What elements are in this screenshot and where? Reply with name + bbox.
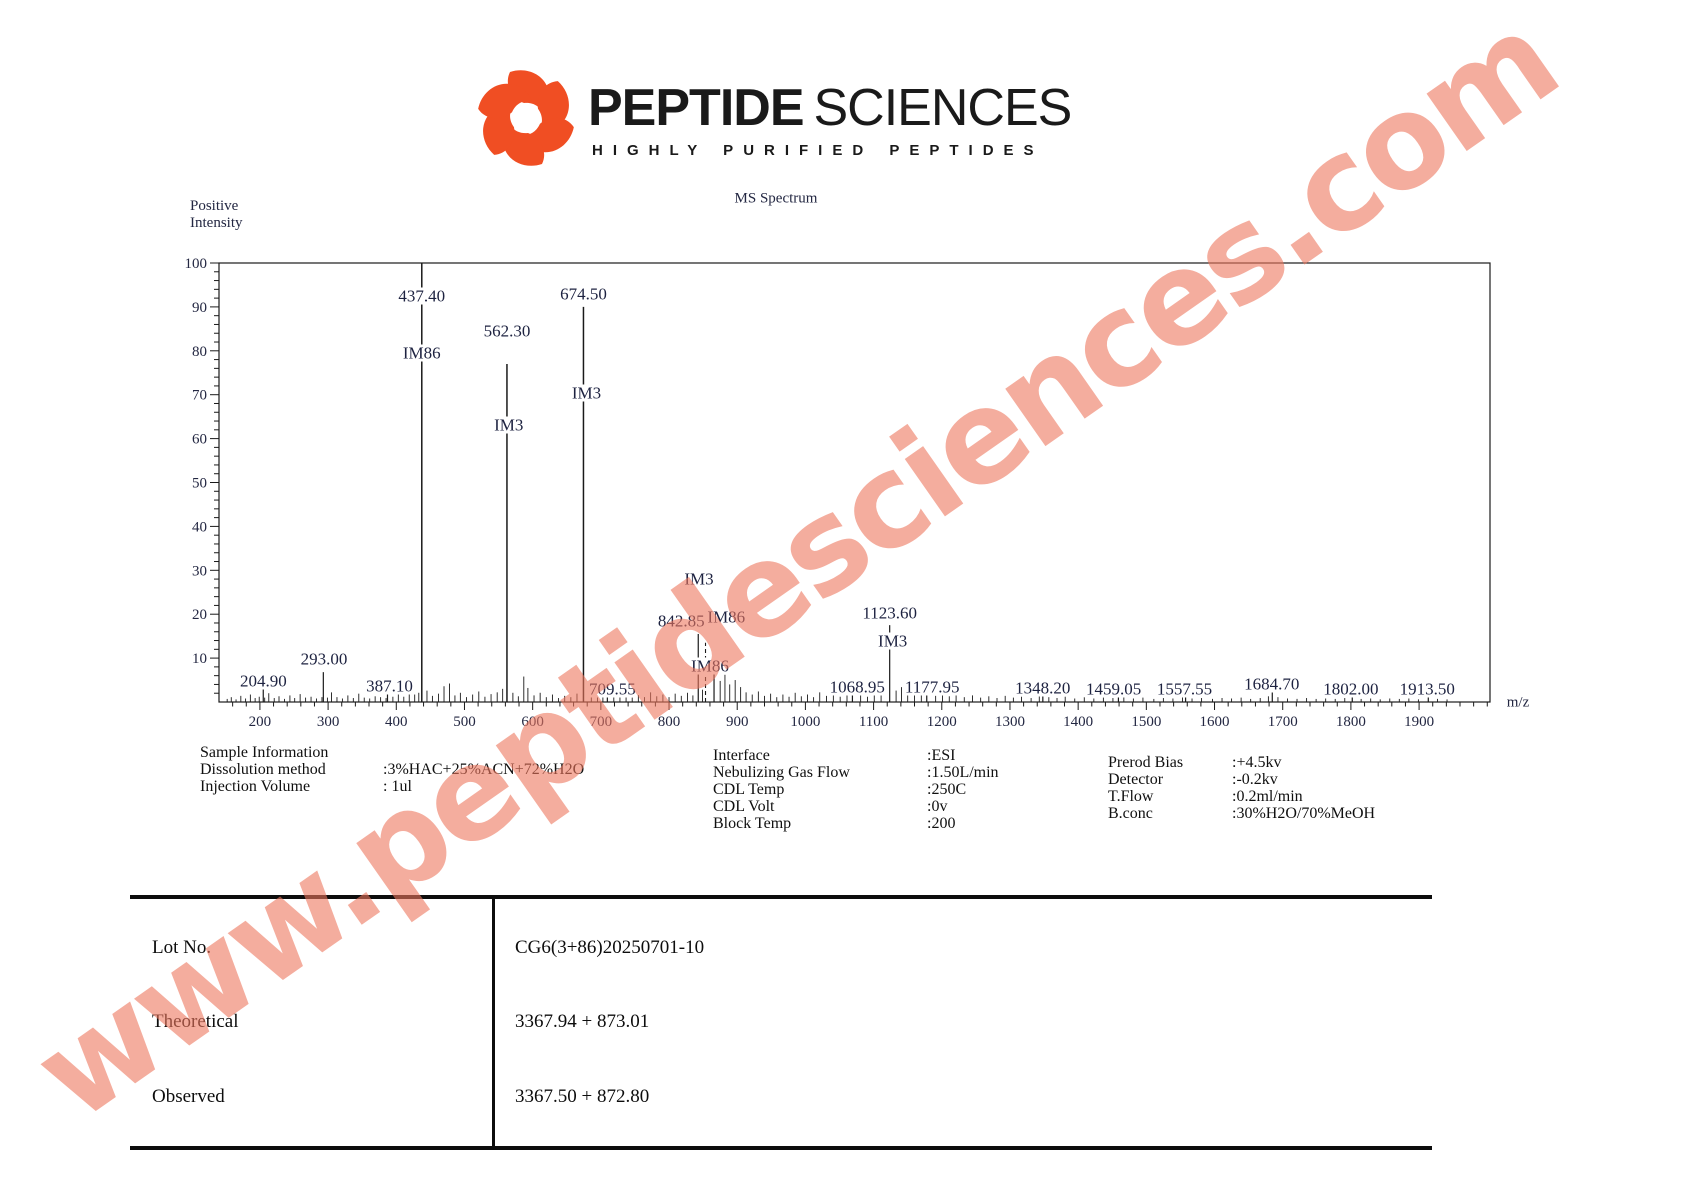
peak-label: 1123.60 (860, 603, 919, 623)
peak-label: 204.90 (237, 671, 289, 691)
peak-label: 1913.50 (1397, 679, 1457, 699)
x-axis-tick-label: 1500 (1131, 714, 1161, 730)
info-row: Interface:ESI (713, 747, 956, 764)
x-axis-tick-label: 500 (453, 714, 476, 730)
x-axis-tick-label: 1200 (927, 714, 957, 730)
peak-label: IM3 (682, 569, 716, 589)
peak-label: IM86 (400, 343, 443, 363)
x-axis-tick-label: 1600 (1200, 714, 1230, 730)
table-column-divider (492, 895, 495, 1150)
info-row: Injection Volume: 1ul (200, 778, 412, 795)
peak-label: 1802.00 (1321, 679, 1381, 699)
peak-label: 1177.95 (902, 677, 962, 697)
detector-settings-block: Prerod Bias:+4.5kv Detector:-0.2kv T.Flo… (1108, 754, 1375, 822)
x-axis-tick-label: 1300 (995, 714, 1025, 730)
y-axis-tick-label: 80 (192, 344, 207, 360)
table-row-label: Theoretical (152, 1011, 239, 1032)
table-row-label: Lot No. (152, 937, 212, 958)
x-axis-tick-label: 300 (317, 714, 340, 730)
chart-title: MS Spectrum (734, 190, 818, 207)
peak-label: 1348.20 (1013, 678, 1073, 698)
y-axis-tick-label: 90 (192, 300, 207, 316)
peak-label: IM3 (876, 631, 910, 651)
x-axis-tick-label: 1100 (859, 714, 888, 730)
peak-label: 1459.05 (1083, 679, 1144, 699)
info-row: Prerod Bias:+4.5kv (1108, 754, 1282, 771)
info-row: B.conc:30%H2O/70%MeOH (1108, 805, 1376, 822)
y-axis-tick-label: 20 (192, 607, 207, 623)
peak-label: 674.50 (558, 284, 609, 304)
y-axis-label-line1: Positive (190, 198, 239, 214)
table-bottom-border (130, 1146, 1432, 1150)
peptide-sciences-logo-icon (476, 70, 576, 166)
peak-label: 709.55 (587, 679, 638, 699)
y-axis-tick-label: 40 (192, 519, 207, 535)
peak-label: 437.40 (396, 286, 448, 306)
info-row: T.Flow:0.2ml/min (1108, 788, 1303, 805)
brand-tagline: HIGHLY PURIFIED PEPTIDES (592, 142, 1044, 159)
info-row: Nebulizing Gas Flow:1.50L/min (713, 764, 999, 781)
plot-border (218, 262, 1491, 703)
x-axis-tick-label: 1000 (790, 714, 820, 730)
x-axis-tick-label: 800 (658, 714, 681, 730)
x-axis-tick-label: 1900 (1404, 714, 1434, 730)
peak-label: 1557.55 (1154, 679, 1215, 699)
x-axis-tick-label: 900 (726, 714, 749, 730)
x-axis-tick-label: 600 (521, 714, 544, 730)
peak-label: IM86 (689, 656, 731, 676)
sample-info-heading: Sample Information (200, 744, 329, 761)
brand-name: PEPTIDE SCIENCES (588, 79, 1073, 137)
y-axis-tick-label: 50 (192, 476, 207, 492)
x-axis-label: m/z (1506, 694, 1530, 711)
peak-label: 562.30 (481, 321, 533, 341)
info-row: Detector:-0.2kv (1108, 771, 1278, 788)
x-axis-tick-label: 1700 (1268, 714, 1298, 730)
table-top-border (130, 895, 1432, 899)
lot-number-value: CG6(3+86)20250701-10 (515, 937, 705, 958)
y-axis-tick-label: 30 (192, 563, 207, 579)
x-axis-tick-label: 1800 (1336, 714, 1366, 730)
sample-information-block: Sample Information Dissolution method:3%… (200, 744, 584, 795)
instrument-settings-block: Interface:ESI Nebulizing Gas Flow:1.50L/… (713, 747, 999, 832)
observed-mass-value: 3367.50 + 872.80 (515, 1086, 650, 1107)
y-axis-label-line2: Intensity (190, 215, 243, 231)
brand-header: PEPTIDE SCIENCES HIGHLY PURIFIED PEPTIDES (476, 66, 1176, 176)
info-row: CDL Volt:0v (713, 798, 948, 815)
peak-label: 842.85 (655, 611, 707, 631)
peak-label: 293.00 (298, 649, 350, 669)
x-axis-tick-label: 400 (385, 714, 408, 730)
peak-label: 387.10 (364, 676, 415, 696)
peak-label: IM3 (492, 415, 526, 435)
peak-label: 1684.70 (1242, 674, 1302, 694)
y-axis-tick-label: 60 (192, 432, 207, 448)
y-axis-tick-label: 70 (192, 388, 207, 404)
theoretical-mass-value: 3367.94 + 873.01 (515, 1011, 650, 1032)
x-axis-tick-label: 700 (590, 714, 613, 730)
x-axis-tick-label: 200 (249, 714, 272, 730)
info-row: CDL Temp:250C (713, 781, 967, 798)
info-row: Block Temp:200 (713, 815, 956, 832)
peak-label: 1068.95 (827, 677, 887, 697)
x-axis-tick-label: 1400 (1063, 714, 1093, 730)
brand-name-light: SCIENCES (813, 79, 1073, 137)
peak-label: IM86 (705, 607, 748, 627)
table-row-label: Observed (152, 1086, 225, 1107)
info-row: Dissolution method:3%HAC+25%ACN+72%H2O (200, 761, 585, 778)
brand-name-bold: PEPTIDE (588, 79, 804, 137)
y-axis-tick-label: 100 (185, 256, 208, 272)
peak-label: IM3 (569, 383, 604, 402)
y-axis-tick-label: 10 (192, 651, 207, 667)
